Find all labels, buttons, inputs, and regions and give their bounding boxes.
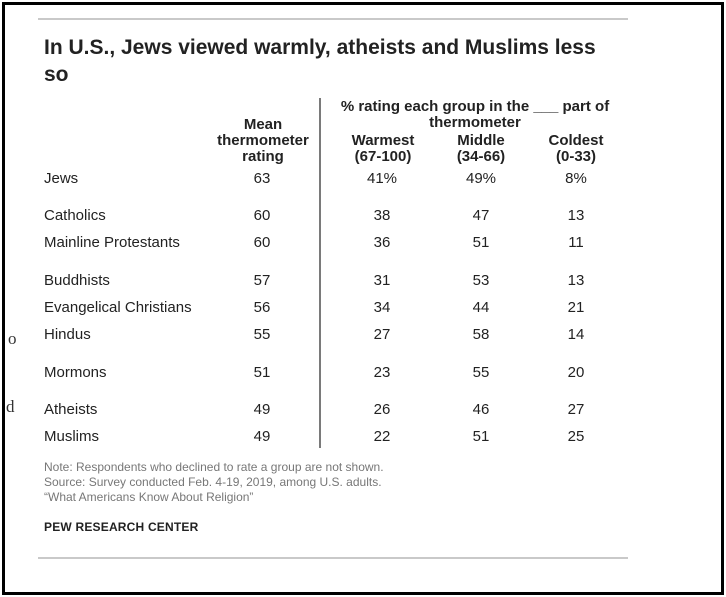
- col-header-coldest: Coldest (0-33): [526, 133, 626, 165]
- note-line-3: “What Americans Know About Religion”: [44, 490, 254, 504]
- note-line-2: Source: Survey conducted Feb. 4-19, 2019…: [44, 475, 382, 489]
- cell-coldest: 8%: [565, 170, 587, 187]
- bottom-rule: [38, 557, 628, 559]
- cell-warmest: 22: [373, 428, 391, 445]
- cell-coldest: 14: [567, 326, 585, 343]
- edge-fragment-o: o: [8, 329, 17, 348]
- col-header-coldest-line-2: (0-33): [555, 148, 596, 165]
- chart-notes: Note: Respondents who declined to rate a…: [44, 460, 384, 505]
- row-label: Hindus: [44, 326, 91, 343]
- cell-warmest: 38: [373, 207, 391, 224]
- column-divider: [319, 98, 321, 448]
- note-line-1: Note: Respondents who declined to rate a…: [44, 460, 384, 474]
- cell-middle: 51: [472, 428, 490, 445]
- group-header: % rating each group in the ___ part of t…: [330, 99, 620, 131]
- cell-mean: 55: [253, 326, 271, 343]
- cell-middle: 46: [472, 401, 490, 418]
- row-label: Jews: [44, 170, 79, 187]
- cell-coldest: 21: [567, 299, 585, 316]
- row-label: Mormons: [44, 364, 107, 381]
- col-header-middle-line-2: (34-66): [456, 148, 506, 165]
- mean-header-line-2: thermometer: [217, 132, 309, 149]
- col-header-warmest-line-1: Warmest: [351, 132, 415, 149]
- row-label: Muslims: [44, 428, 99, 445]
- group-header-line-2: thermometer: [429, 114, 521, 131]
- cell-warmest: 23: [373, 364, 391, 381]
- col-header-middle-line-1: Middle: [457, 132, 505, 149]
- cell-mean: 49: [253, 428, 271, 445]
- cell-coldest: 13: [567, 207, 585, 224]
- cell-mean: 60: [253, 207, 271, 224]
- cell-mean: 63: [253, 170, 271, 187]
- cell-middle: 53: [472, 272, 490, 289]
- mean-header-line-1: Mean: [243, 116, 283, 133]
- cell-coldest: 25: [567, 428, 585, 445]
- col-header-middle: Middle (34-66): [431, 133, 531, 165]
- col-header-warmest: Warmest (67-100): [333, 133, 433, 165]
- cell-warmest: 36: [373, 234, 391, 251]
- edge-fragment-d: d: [6, 397, 15, 416]
- row-label: Atheists: [44, 401, 98, 418]
- group-header-line-1: % rating each group in the ___ part of: [340, 98, 610, 115]
- cell-warmest: 31: [373, 272, 391, 289]
- cell-warmest: 26: [373, 401, 391, 418]
- mean-header-line-3: rating: [242, 148, 284, 165]
- cell-middle: 47: [472, 207, 490, 224]
- top-rule: [38, 18, 628, 20]
- col-header-warmest-line-2: (67-100): [354, 148, 412, 165]
- cell-mean: 57: [253, 272, 271, 289]
- row-label: Buddhists: [44, 272, 110, 289]
- cell-warmest: 34: [373, 299, 391, 316]
- cell-warmest: 41%: [366, 170, 398, 187]
- cell-mean: 51: [253, 364, 271, 381]
- row-label: Mainline Protestants: [44, 234, 180, 251]
- cell-mean: 49: [253, 401, 271, 418]
- mean-header: Mean thermometer rating: [198, 117, 328, 165]
- col-header-coldest-line-1: Coldest: [548, 132, 604, 149]
- source-credit: PEW RESEARCH CENTER: [44, 520, 199, 534]
- row-label: Evangelical Christians: [44, 299, 192, 316]
- cell-coldest: 13: [567, 272, 585, 289]
- cell-middle: 55: [472, 364, 490, 381]
- chart-title: In U.S., Jews viewed warmly, atheists an…: [44, 36, 596, 86]
- cell-warmest: 27: [373, 326, 391, 343]
- cell-middle: 58: [472, 326, 490, 343]
- cell-coldest: 11: [568, 234, 584, 251]
- cell-coldest: 27: [567, 401, 585, 418]
- cell-middle: 44: [472, 299, 490, 316]
- cell-coldest: 20: [567, 364, 585, 381]
- cell-middle: 49%: [465, 170, 497, 187]
- cell-mean: 60: [253, 234, 271, 251]
- cell-middle: 51: [472, 234, 490, 251]
- cell-mean: 56: [253, 299, 271, 316]
- row-label: Catholics: [44, 207, 106, 224]
